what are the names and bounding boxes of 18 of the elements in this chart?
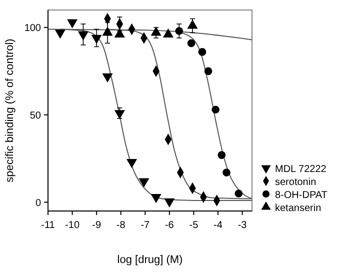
legend-label: ketanserin (275, 203, 322, 214)
x-tick-label: -3 (238, 220, 248, 231)
y-tick-label: 0 (35, 198, 42, 209)
y-tick-label: 100 (24, 22, 42, 34)
x-tick-label: -11 (41, 220, 56, 231)
y-tick-label: 50 (30, 110, 42, 122)
legend-label: MDL 72222 (275, 164, 327, 175)
x-tick-label: -9 (92, 220, 102, 231)
x-tick-label: -7 (140, 220, 150, 231)
legend-label: serotonin (275, 177, 316, 188)
x-tick-label: -6 (164, 220, 174, 231)
x-tick-label: -4 (214, 220, 223, 231)
x-tick-label: -5 (189, 220, 199, 231)
y-axis-title: specific binding (% of control) (4, 38, 16, 182)
x-tick-label: -8 (116, 220, 126, 231)
legend-label: 8-OH-DPAT (275, 190, 328, 201)
x-tick-label: -10 (65, 220, 80, 231)
x-axis-title: log [drug] (M) (117, 254, 183, 266)
